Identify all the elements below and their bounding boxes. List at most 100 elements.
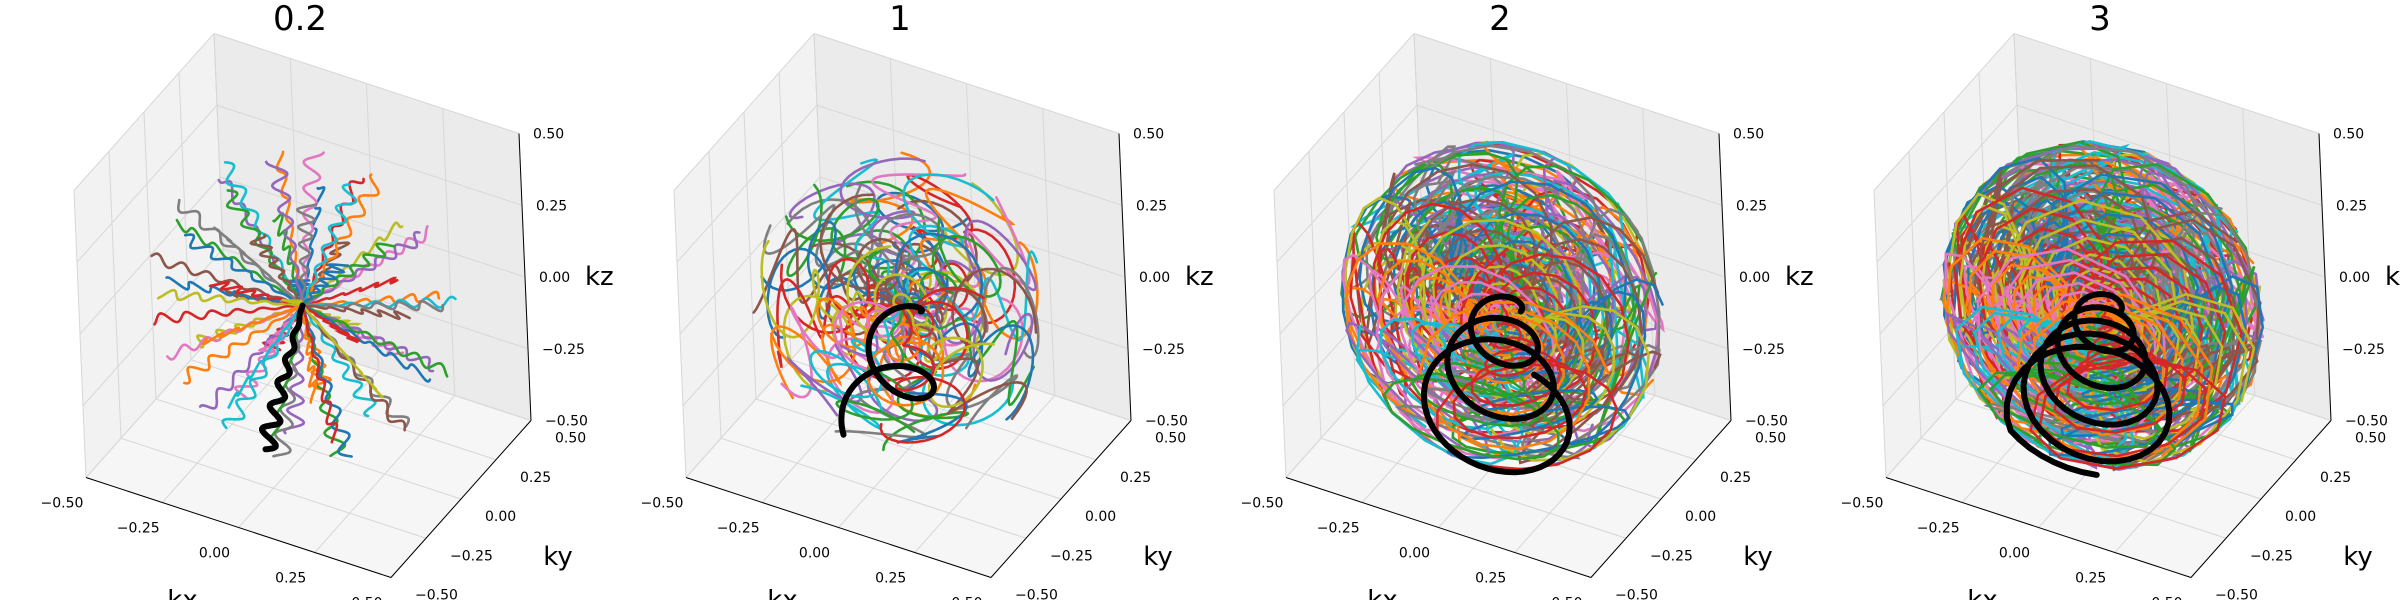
- y-tick-label: 0.25: [2320, 470, 2351, 486]
- grid-line: [1419, 176, 1726, 278]
- grid-line: [213, 33, 520, 134]
- y-axis-label: ky: [543, 542, 573, 572]
- z-axis-label: kz: [1785, 262, 1814, 292]
- trajectory-line: [301, 300, 445, 313]
- trajectory-line: [1954, 304, 2135, 467]
- z-axis-line: [518, 133, 532, 421]
- trajectory-line: [296, 203, 318, 307]
- x-tick-label: −0.50: [1241, 496, 1284, 512]
- x-tick-label: −0.50: [641, 496, 684, 512]
- trajectory-line: [301, 304, 353, 458]
- x-axis-line: [685, 477, 992, 578]
- y-tick-label: −0.50: [415, 588, 458, 600]
- trajectory-line: [183, 304, 304, 385]
- z-tick-label: −0.25: [1742, 342, 1785, 358]
- grid-line: [216, 104, 523, 206]
- grid-line: [1876, 104, 2018, 263]
- highlighted-trajectory: [838, 303, 938, 438]
- y-tick-label: 0.50: [2355, 431, 2386, 447]
- panel-title: 0.2: [273, 0, 327, 39]
- z-axis-line: [1718, 133, 1732, 421]
- trajectory-line: [264, 160, 304, 307]
- z-tick-label: −0.25: [542, 342, 585, 358]
- panel-title: 3: [2089, 0, 2111, 39]
- panel-3: −0.50−0.250.000.250.50−0.50−0.250.000.25…: [1241, 0, 1814, 600]
- z-tick-label: −0.50: [545, 414, 588, 430]
- trajectory-line: [153, 304, 304, 326]
- x-axis-line: [1885, 477, 2192, 578]
- trajectory-line: [301, 263, 350, 307]
- trajectory-line: [871, 173, 967, 307]
- x-tick-label: 0.25: [275, 571, 306, 587]
- z-tick-label: −0.25: [2342, 342, 2385, 358]
- y-tick-label: −0.25: [1650, 548, 1693, 564]
- panel-4: −0.50−0.250.000.250.50−0.50−0.250.000.25…: [1841, 0, 2400, 600]
- highlighted-trajectory: [1421, 293, 1573, 476]
- grid-line: [190, 359, 497, 461]
- x-axis-label: kx: [767, 586, 797, 600]
- x-axis-label: kx: [1967, 586, 1997, 600]
- grid-line: [2114, 395, 2256, 553]
- trajectory-line: [301, 304, 339, 444]
- grid-line: [1413, 33, 1720, 134]
- trajectory-line: [301, 304, 384, 399]
- tick-labels: −0.50−0.250.000.250.50−0.50−0.250.000.25…: [1841, 127, 2388, 600]
- y-axis-label: ky: [2343, 542, 2373, 572]
- grid-line: [816, 104, 1123, 206]
- z-tick-label: 0.00: [1139, 270, 1170, 286]
- grid-line: [1873, 33, 2015, 191]
- x-tick-label: 0.50: [1551, 596, 1582, 600]
- trajectory-line: [752, 227, 904, 314]
- grid-line: [1416, 104, 1723, 206]
- z-axis-line: [1118, 133, 1132, 421]
- x-tick-label: 0.00: [1399, 546, 1430, 562]
- trajectory-line: [176, 198, 304, 307]
- x-tick-label: −0.25: [1317, 521, 1360, 537]
- x-axis-label: kx: [167, 586, 197, 600]
- grid-line: [219, 176, 526, 278]
- trajectory-line: [901, 187, 1016, 307]
- z-tick-label: 0.00: [2339, 270, 2370, 286]
- panel-2: −0.50−0.250.000.250.50−0.50−0.250.000.25…: [641, 0, 1214, 600]
- trajectory-line: [175, 218, 304, 307]
- trajectory-line: [165, 275, 304, 307]
- x-tick-label: −0.25: [717, 521, 760, 537]
- z-tick-label: 0.00: [1739, 270, 1770, 286]
- grid-line: [755, 398, 1062, 500]
- tick-labels: −0.50−0.250.000.250.50−0.50−0.250.000.25…: [1241, 127, 1788, 600]
- grid-line: [1273, 33, 1415, 191]
- z-tick-label: 0.50: [1733, 127, 1764, 143]
- grid-line: [314, 395, 456, 553]
- trajectory-line: [301, 304, 377, 418]
- trajectory-line: [221, 304, 304, 430]
- x-tick-label: 0.25: [875, 571, 906, 587]
- trajectory-line: [301, 304, 361, 344]
- trajectory-line: [249, 233, 304, 307]
- x-tick-label: 0.00: [799, 546, 830, 562]
- axes: [85, 133, 532, 578]
- z-axis-label: kz: [585, 262, 614, 292]
- axes: [685, 133, 1132, 578]
- x-tick-label: −0.50: [41, 496, 84, 512]
- grid-line: [73, 33, 215, 191]
- trajectory-line: [301, 242, 396, 307]
- trajectory-line: [156, 288, 304, 307]
- panel-1: −0.50−0.250.000.250.50−0.50−0.250.000.25…: [41, 0, 614, 600]
- z-tick-label: 0.50: [1133, 127, 1164, 143]
- grid-line: [442, 108, 456, 396]
- y-tick-label: −0.25: [1050, 548, 1093, 564]
- y-axis-label: ky: [1143, 542, 1173, 572]
- grid-line: [676, 104, 818, 263]
- x-tick-label: −0.50: [1841, 496, 1884, 512]
- z-axis-line: [2318, 133, 2332, 421]
- z-tick-label: 0.25: [2336, 198, 2367, 214]
- z-tick-label: 0.25: [1736, 198, 1767, 214]
- trajectory-line: [879, 304, 967, 444]
- trajectory-line: [183, 233, 304, 307]
- y-tick-label: 0.25: [520, 470, 551, 486]
- z-tick-label: −0.50: [1145, 414, 1188, 430]
- z-tick-label: −0.50: [1745, 414, 1788, 430]
- y-tick-label: 0.00: [1085, 509, 1116, 525]
- axes: [1885, 133, 2332, 578]
